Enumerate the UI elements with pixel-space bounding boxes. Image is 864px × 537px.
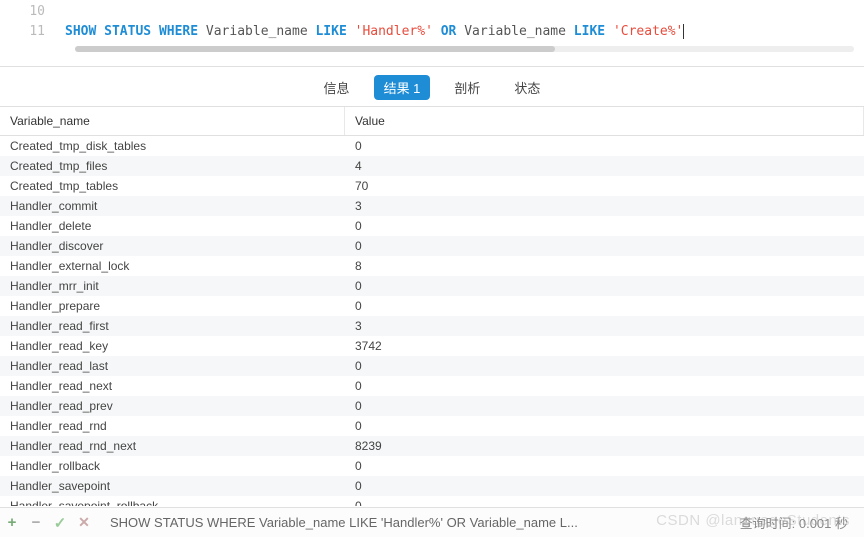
cell-variable[interactable]: Handler_read_first (0, 316, 345, 336)
table-header: Variable_name Value (0, 106, 864, 136)
cell-variable[interactable]: Handler_rollback (0, 456, 345, 476)
cell-value[interactable]: 0 (345, 216, 864, 236)
table-row[interactable]: Handler_read_rnd0 (0, 416, 864, 436)
scrollbar-thumb[interactable] (75, 46, 555, 52)
result-rows[interactable]: Created_tmp_disk_tables0Created_tmp_file… (0, 136, 864, 506)
tab-profile[interactable]: 剖析 (444, 75, 490, 100)
table-row[interactable]: Handler_external_lock8 (0, 256, 864, 276)
table-row[interactable]: Handler_read_prev0 (0, 396, 864, 416)
horizontal-scrollbar[interactable] (75, 46, 854, 52)
cell-value[interactable]: 0 (345, 416, 864, 436)
cell-variable[interactable]: Handler_savepoint_rollback (0, 496, 345, 506)
column-header-variable[interactable]: Variable_name (0, 107, 345, 135)
cell-value[interactable]: 0 (345, 396, 864, 416)
cell-variable[interactable]: Handler_read_last (0, 356, 345, 376)
cell-variable[interactable]: Handler_mrr_init (0, 276, 345, 296)
cell-variable[interactable]: Handler_read_prev (0, 396, 345, 416)
cell-variable[interactable]: Handler_prepare (0, 296, 345, 316)
table-row[interactable]: Created_tmp_disk_tables0 (0, 136, 864, 156)
table-row[interactable]: Created_tmp_tables70 (0, 176, 864, 196)
cell-variable[interactable]: Created_tmp_tables (0, 176, 345, 196)
text-cursor (683, 24, 684, 39)
table-row[interactable]: Handler_read_key3742 (0, 336, 864, 356)
sql-editor[interactable]: 10 11 SHOW STATUS WHERE Variable_name LI… (0, 0, 864, 67)
table-row[interactable]: Created_tmp_files4 (0, 156, 864, 176)
code-area[interactable]: SHOW STATUS WHERE Variable_name LIKE 'Ha… (55, 0, 864, 66)
cell-value[interactable]: 3 (345, 196, 864, 216)
table-row[interactable]: Handler_delete0 (0, 216, 864, 236)
code-line: SHOW STATUS WHERE Variable_name LIKE 'Ha… (65, 22, 864, 42)
cell-variable[interactable]: Handler_read_rnd_next (0, 436, 345, 456)
cell-variable[interactable]: Handler_external_lock (0, 256, 345, 276)
cell-variable[interactable]: Created_tmp_disk_tables (0, 136, 345, 156)
cell-variable[interactable]: Handler_discover (0, 236, 345, 256)
cell-value[interactable]: 0 (345, 236, 864, 256)
cell-value[interactable]: 3742 (345, 336, 864, 356)
table-row[interactable]: Handler_read_rnd_next8239 (0, 436, 864, 456)
footer-query-text: SHOW STATUS WHERE Variable_name LIKE 'Ha… (110, 515, 740, 530)
status-bar: + − ✓ ✕ SHOW STATUS WHERE Variable_name … (0, 507, 864, 537)
tab-result[interactable]: 结果 1 (374, 75, 431, 100)
table-row[interactable]: Handler_read_next0 (0, 376, 864, 396)
cell-variable[interactable]: Created_tmp_files (0, 156, 345, 176)
line-number: 10 (0, 2, 45, 22)
table-row[interactable]: Handler_prepare0 (0, 296, 864, 316)
cell-value[interactable]: 3 (345, 316, 864, 336)
cell-variable[interactable]: Handler_read_rnd (0, 416, 345, 436)
line-gutter: 10 11 (0, 0, 55, 66)
cell-variable[interactable]: Handler_delete (0, 216, 345, 236)
footer-query-time: 查询时间: 0.001 秒 (740, 513, 848, 532)
table-row[interactable]: Handler_savepoint0 (0, 476, 864, 496)
line-number: 11 (0, 22, 45, 42)
result-tabs: 信息 结果 1 剖析 状态 (0, 67, 864, 106)
cell-variable[interactable]: Handler_savepoint (0, 476, 345, 496)
table-row[interactable]: Handler_mrr_init0 (0, 276, 864, 296)
cell-value[interactable]: 4 (345, 156, 864, 176)
cancel-icon[interactable]: ✕ (72, 514, 96, 531)
cell-variable[interactable]: Handler_commit (0, 196, 345, 216)
table-row[interactable]: Handler_read_first3 (0, 316, 864, 336)
cell-variable[interactable]: Handler_read_key (0, 336, 345, 356)
table-row[interactable]: Handler_read_last0 (0, 356, 864, 376)
add-row-icon[interactable]: + (0, 514, 24, 531)
cell-value[interactable]: 0 (345, 376, 864, 396)
cell-value[interactable]: 0 (345, 356, 864, 376)
table-row[interactable]: Handler_rollback0 (0, 456, 864, 476)
cell-variable[interactable]: Handler_read_next (0, 376, 345, 396)
cell-value[interactable]: 0 (345, 296, 864, 316)
cell-value[interactable]: 0 (345, 136, 864, 156)
apply-icon[interactable]: ✓ (48, 514, 72, 532)
cell-value[interactable]: 8239 (345, 436, 864, 456)
cell-value[interactable]: 8 (345, 256, 864, 276)
tab-info[interactable]: 信息 (314, 75, 360, 100)
delete-row-icon[interactable]: − (24, 514, 48, 531)
table-row[interactable]: Handler_discover0 (0, 236, 864, 256)
cell-value[interactable]: 0 (345, 476, 864, 496)
cell-value[interactable]: 0 (345, 496, 864, 506)
code-line (65, 2, 864, 22)
tab-status[interactable]: 状态 (504, 75, 550, 100)
table-row[interactable]: Handler_savepoint_rollback0 (0, 496, 864, 506)
cell-value[interactable]: 0 (345, 276, 864, 296)
cell-value[interactable]: 0 (345, 456, 864, 476)
table-row[interactable]: Handler_commit3 (0, 196, 864, 216)
column-header-value[interactable]: Value (345, 107, 864, 135)
cell-value[interactable]: 70 (345, 176, 864, 196)
